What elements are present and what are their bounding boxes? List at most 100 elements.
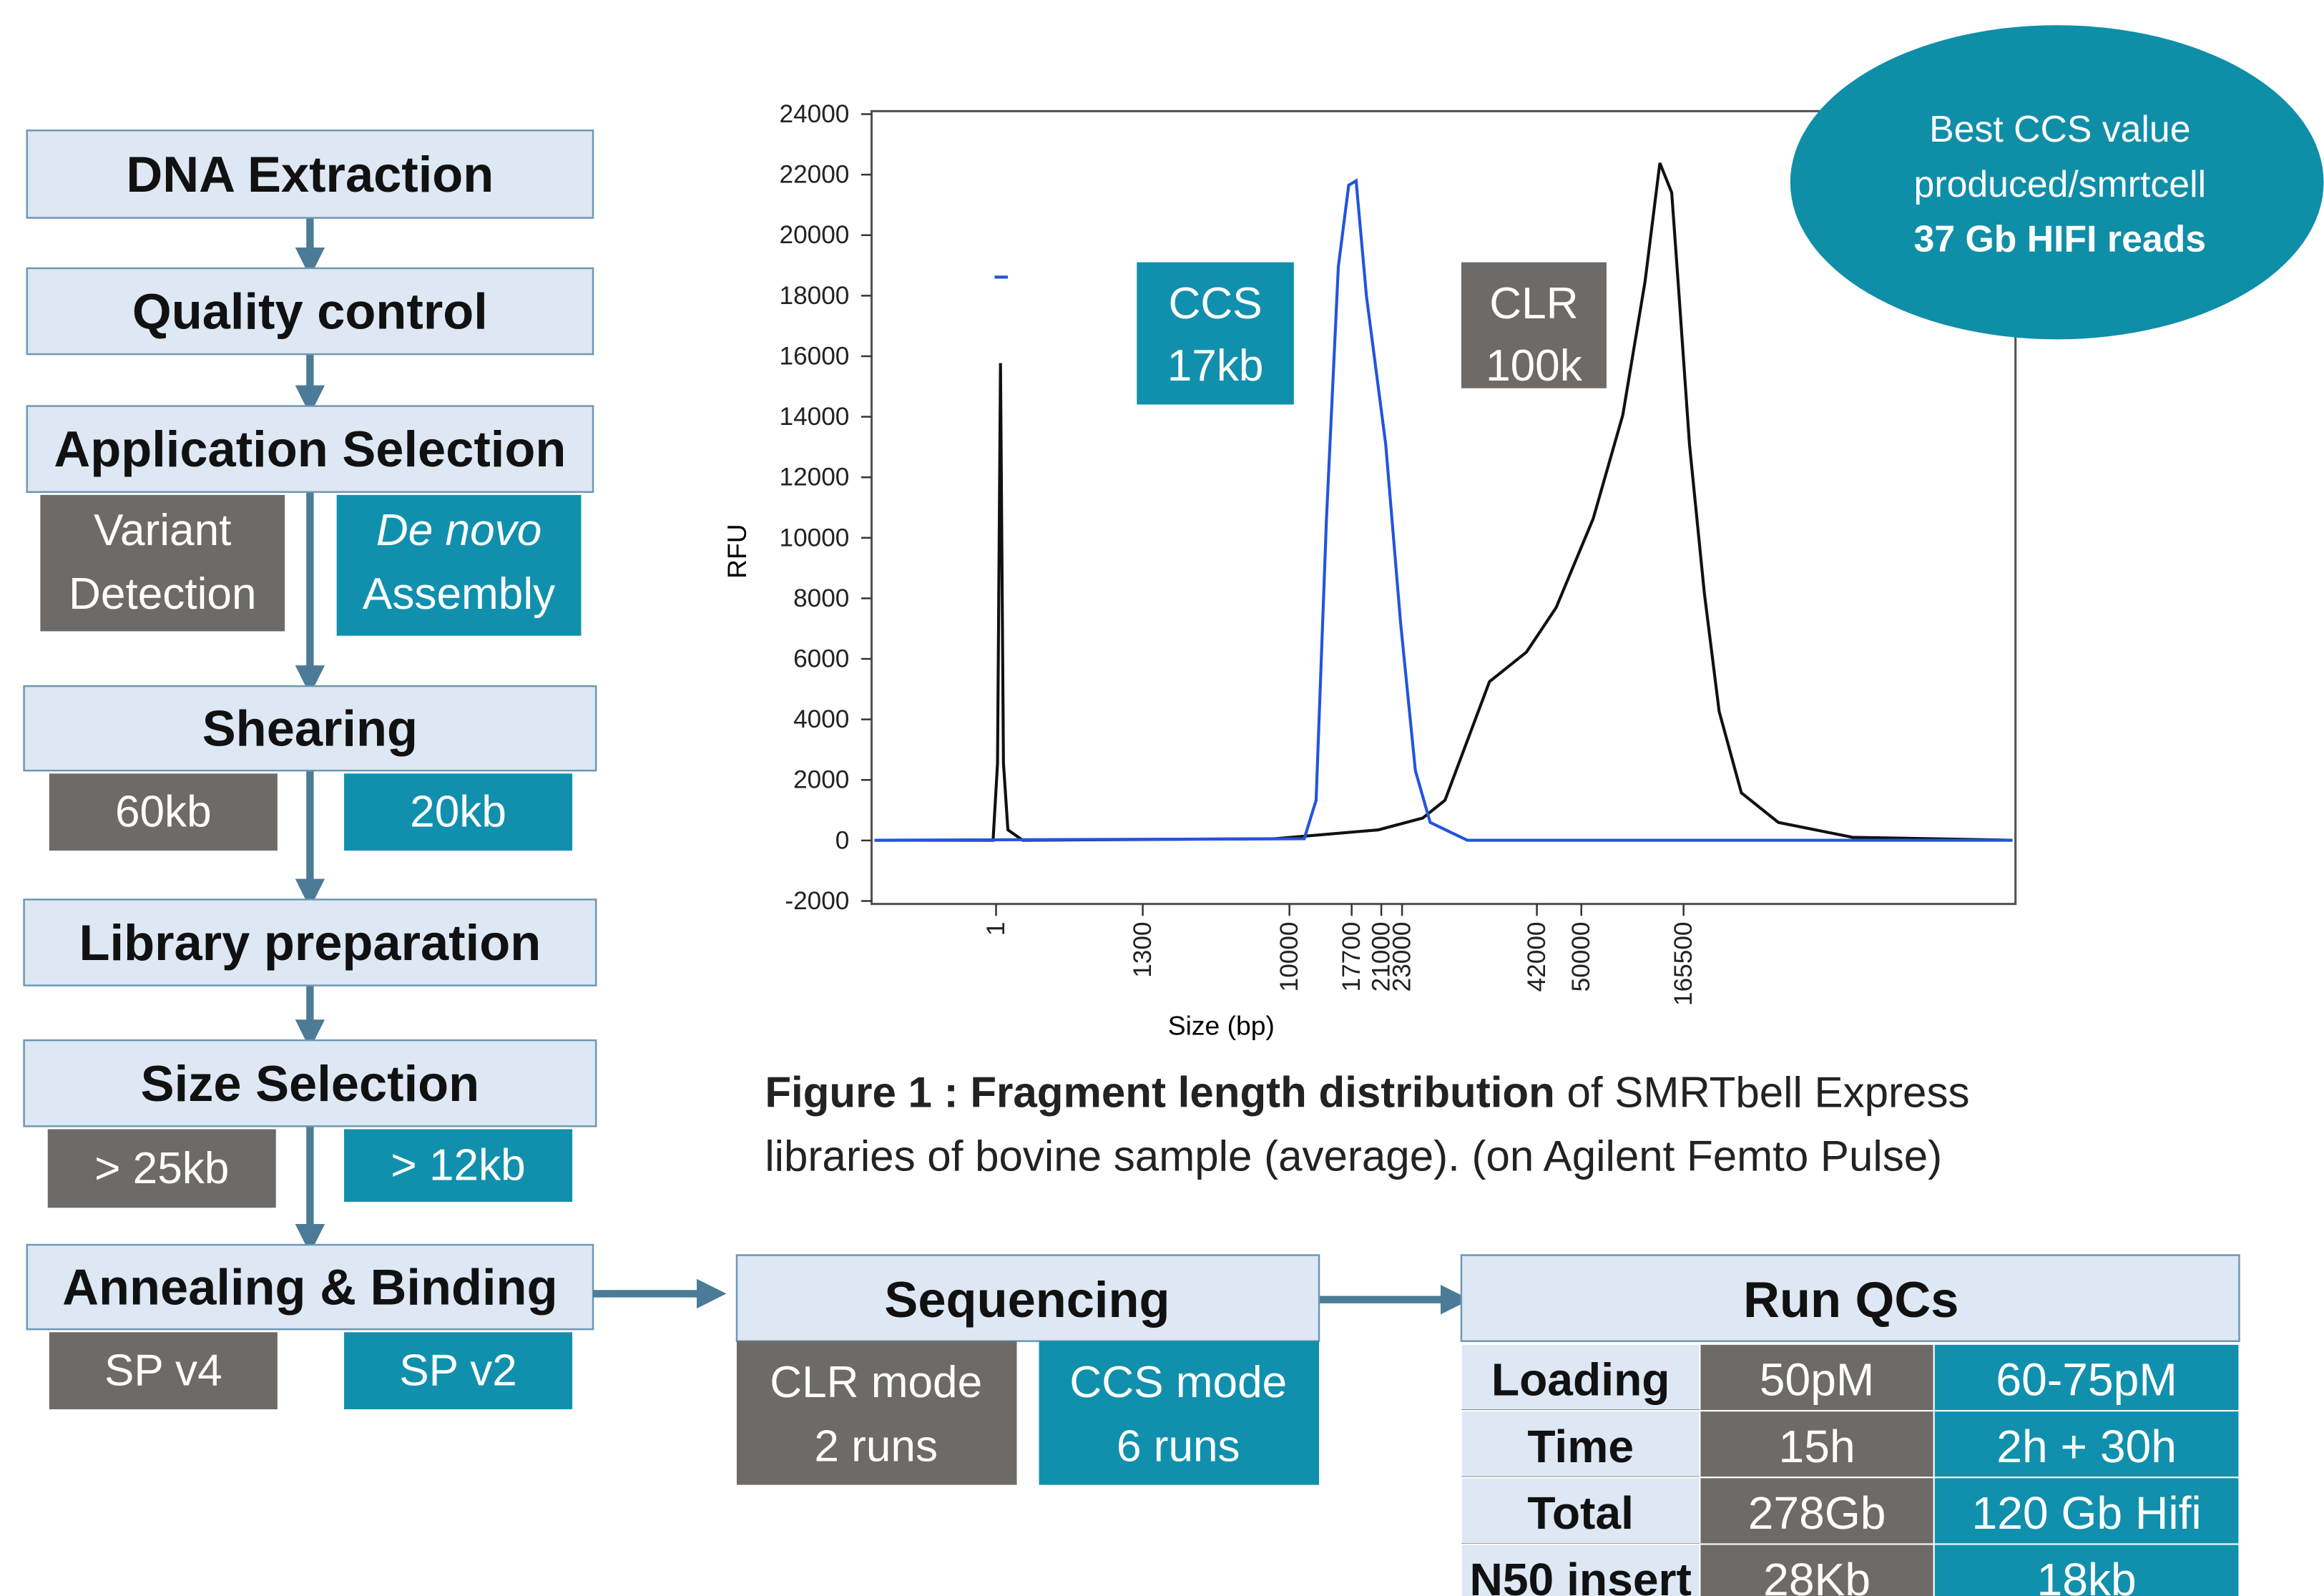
option-text: SP v4 [104, 1346, 222, 1396]
caption: libraries of bovine sample (average). (o… [765, 1132, 1942, 1180]
option-text: SP v2 [399, 1346, 517, 1396]
ccs-label: 17kb [1167, 341, 1264, 391]
step-title: Shearing [202, 700, 418, 757]
callout-text: 37 Gb HIFI reads [1914, 218, 2207, 260]
y-tick-label: 16000 [780, 342, 850, 370]
option-text: 60kb [115, 788, 212, 837]
option-box [344, 1332, 573, 1409]
clr-label: CLR [1489, 279, 1578, 328]
sequencing-title: Sequencing [884, 1271, 1170, 1328]
y-tick-label: 18000 [780, 282, 850, 310]
qc-value: 50pM [1760, 1354, 1875, 1406]
qc-label: Time [1527, 1421, 1634, 1472]
step-box [23, 685, 597, 772]
run-qcs-header [1460, 1254, 2240, 1342]
qc-cell [1933, 1543, 2240, 1596]
option-text: > 12kb [391, 1141, 525, 1190]
qc-cell [1699, 1477, 1935, 1545]
ccs-label-box [1137, 262, 1294, 405]
step-title: Library preparation [79, 914, 541, 971]
step-title: Annealing & Binding [62, 1259, 557, 1316]
sequencing: Sequencing CLR mode 2 runs CCS mode 6 ru… [735, 1254, 1320, 1485]
y-axis: -2000 0 2000 4000 6000 8000 10000 12000 14000 160… [780, 100, 872, 915]
y-tick-label: 6000 [793, 645, 849, 673]
qc-cell [1699, 1543, 1935, 1596]
qc-value: 120 Gb Hifi [1972, 1487, 2202, 1539]
x-tick-label: 21000 [1368, 921, 1396, 992]
option-text: 20kb [410, 788, 506, 837]
option-box [344, 1129, 573, 1202]
step-box [26, 405, 594, 493]
option-text: Detection [69, 569, 256, 619]
workflow: DNA Extraction Quality control Application… [23, 129, 597, 1409]
qc-value: 278Gb [1748, 1487, 1886, 1539]
qc-label: N50 insert [1469, 1554, 1691, 1596]
x-tick-label: 50000 [1567, 921, 1595, 992]
step-box [23, 899, 597, 987]
sequencing-header [735, 1254, 1320, 1342]
option-text: De novo [376, 506, 541, 555]
clr-trace [874, 162, 2013, 842]
qc-cell [1699, 1343, 1935, 1412]
y-tick-label: 22000 [780, 161, 850, 189]
mode-box [1039, 1341, 1320, 1485]
y-tick-label: 20000 [780, 221, 850, 249]
step-box [26, 129, 594, 219]
qc-value: 28Kb [1763, 1554, 1871, 1596]
qc-row-header [1460, 1343, 1701, 1412]
qc-label: Loading [1491, 1354, 1670, 1406]
y-tick-label: 2000 [793, 766, 849, 794]
option-box [49, 773, 278, 851]
x-tick-label: 42000 [1523, 921, 1551, 992]
clr-label: 100k [1486, 341, 1583, 391]
callout-text: Best CCS value [1929, 108, 2190, 150]
step-title: Quality control [132, 283, 488, 340]
y-tick-label: 12000 [780, 464, 850, 491]
option-box [49, 1332, 278, 1409]
option-text: > 25kb [94, 1144, 229, 1193]
run-qcs: Run QCs Loading 50pM 60-75pM Time 15h 2h + 30… [1460, 1254, 2240, 1596]
y-tick-label: 4000 [793, 705, 849, 733]
ccs-trace [874, 178, 2013, 842]
option-text: Assembly [363, 569, 555, 619]
y-tick-label: 8000 [793, 584, 849, 612]
run-qcs-title: Run QCs [1743, 1271, 1958, 1328]
qc-cell [1933, 1410, 2240, 1479]
callout-bubble [1790, 25, 2324, 340]
clr-label-box [1461, 262, 1607, 388]
mode-text: 6 runs [1117, 1421, 1240, 1471]
x-tick-label: 10000 [1275, 921, 1303, 992]
figure: -2000 0 2000 4000 6000 8000 10000 12000 14000 160… [722, 25, 2324, 1180]
y-tick-label: 0 [835, 826, 850, 854]
qc-row-header [1460, 1410, 1701, 1479]
option-box [40, 494, 285, 632]
y-axis-label: RFU [722, 524, 752, 579]
caption-text: of SMRTbell Express [1555, 1068, 1970, 1116]
y-tick-label: 10000 [780, 524, 850, 552]
x-tick-label: 17700 [1338, 921, 1366, 992]
caption: Figure 1 : Fragment length distribution … [765, 1068, 1969, 1116]
mode-text: CLR mode [770, 1358, 982, 1407]
caption-bold: Figure 1 : Fragment length distribution [765, 1068, 1554, 1116]
option-text: Variant [94, 506, 231, 555]
x-tick-label: 23000 [1388, 921, 1416, 992]
mode-text: CCS mode [1069, 1358, 1287, 1407]
step-box [26, 267, 594, 356]
x-tick-label: 1300 [1129, 921, 1157, 977]
qc-value: 60-75pM [1996, 1354, 2177, 1406]
y-tick-label: -2000 [785, 887, 849, 915]
step-title: Size Selection [141, 1055, 480, 1112]
step-title: DNA Extraction [126, 146, 494, 202]
step-box [26, 1243, 594, 1331]
qc-label: Total [1527, 1487, 1634, 1539]
x-tick-label: 1 [982, 921, 1010, 936]
qc-value: 18kb [2036, 1554, 2136, 1596]
option-box [336, 494, 582, 636]
option-box [47, 1129, 276, 1208]
mode-text: 2 runs [814, 1421, 938, 1471]
callout-text: produced/smrtcell [1914, 163, 2207, 205]
step-box [23, 1039, 597, 1127]
qc-value: 2h + 30h [1996, 1421, 2177, 1472]
